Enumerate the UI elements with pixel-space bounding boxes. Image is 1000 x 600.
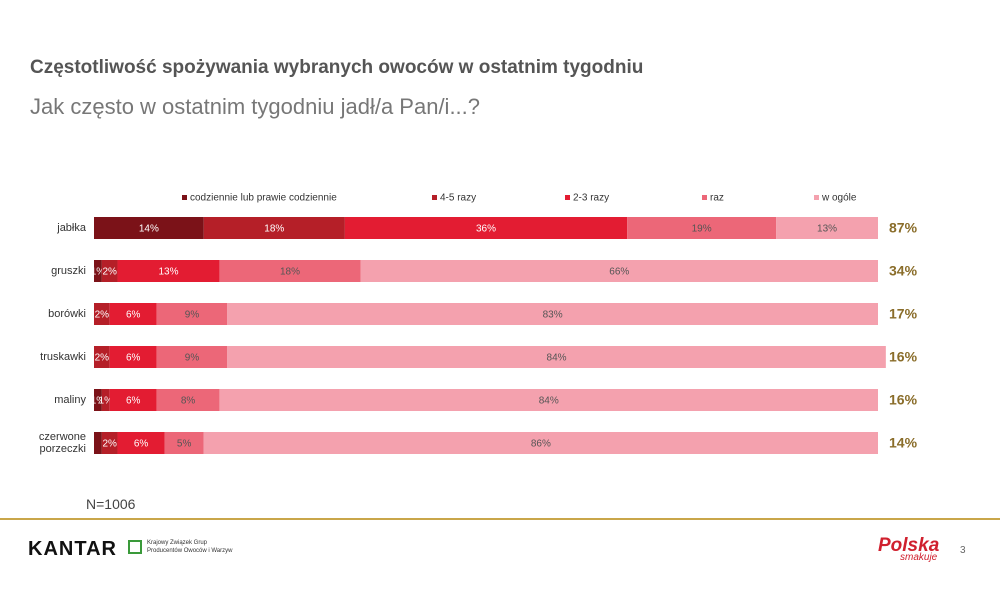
brand: KANTAR (28, 538, 117, 560)
partner-icon (128, 540, 142, 554)
data-label: 86% (531, 439, 551, 450)
total-label: 17% (889, 306, 918, 322)
bar-segment (94, 217, 204, 239)
legend-label: raz (710, 193, 724, 204)
data-label: 9% (185, 353, 200, 364)
bar-segment (156, 303, 228, 325)
category-label: jabłka (57, 222, 86, 234)
data-label: 6% (134, 439, 149, 450)
bar-segment (94, 389, 102, 411)
bar-segment (101, 389, 110, 411)
bar-segment (156, 346, 228, 368)
data-label: 84% (539, 396, 559, 407)
data-label: 8% (181, 396, 196, 407)
footer-rule (0, 518, 1000, 520)
bar-segment (94, 260, 102, 282)
data-label: 1% (91, 396, 106, 407)
bar-segment (117, 432, 165, 454)
bar-segment (203, 217, 345, 239)
legend-swatch (814, 195, 819, 200)
legend-label: 2-3 razy (573, 193, 609, 204)
data-label: 18% (280, 267, 300, 278)
data-label: 5% (177, 439, 192, 450)
bar-segment (109, 303, 157, 325)
total-label: 14% (889, 435, 918, 451)
bar-segment (94, 432, 102, 454)
data-label: 6% (126, 396, 141, 407)
bar-segment (94, 346, 110, 368)
data-label: 36% (476, 224, 496, 235)
bar-segment (627, 217, 777, 239)
bar-segment (94, 303, 110, 325)
data-label: 2% (102, 439, 117, 450)
data-label: 9% (185, 310, 200, 321)
bar-segment (360, 260, 878, 282)
legend-swatch (565, 195, 570, 200)
category-label: maliny (54, 394, 86, 406)
title: Częstotliwość spożywania wybranych owocó… (30, 57, 644, 78)
partner: Krajowy Związek Grup Producentów Owoców … (147, 540, 233, 554)
bar-segment (203, 432, 878, 454)
total-label: 16% (889, 349, 918, 365)
data-label: 83% (543, 310, 563, 321)
category-label: gruszki (51, 265, 86, 277)
bar-segment (227, 303, 878, 325)
bar-segment (101, 260, 118, 282)
data-label: 14% (139, 224, 159, 235)
legend-swatch (182, 195, 187, 200)
data-label: 2% (102, 267, 117, 278)
total-label: 16% (889, 392, 918, 408)
legend-label: 4-5 razy (440, 193, 476, 204)
data-label: 84% (547, 353, 567, 364)
data-label: 66% (609, 267, 629, 278)
bar-segment (227, 346, 886, 368)
data-label: 6% (126, 310, 141, 321)
page-number: 3 (960, 545, 966, 556)
bar-segment (117, 260, 220, 282)
sample-note: N=1006 (86, 496, 136, 512)
bar-segment (219, 389, 878, 411)
data-label: 13% (817, 224, 837, 235)
category-label: truskawki (40, 351, 86, 363)
data-label: 2% (95, 310, 110, 321)
bar-segment (109, 389, 157, 411)
bar-segment (156, 389, 220, 411)
logo-sub: smakuje (900, 552, 938, 563)
data-label: 18% (264, 224, 284, 235)
bar-segment (219, 260, 361, 282)
bar-segment (109, 346, 157, 368)
total-label: 34% (889, 263, 918, 279)
data-label: 1% (91, 267, 106, 278)
bar-segment (776, 217, 878, 239)
data-label: 13% (158, 267, 178, 278)
data-label: 19% (692, 224, 712, 235)
total-label: 87% (889, 220, 918, 236)
category-label: czerwone porzeczki (38, 431, 86, 455)
bar-segment (101, 432, 118, 454)
legend-label: w ogóle (821, 193, 857, 204)
data-label: 6% (126, 353, 141, 364)
bar-segment (164, 432, 204, 454)
legend-swatch (702, 195, 707, 200)
legend-swatch (432, 195, 437, 200)
legend-label: codziennie lub prawie codziennie (190, 193, 337, 204)
bar-segment (344, 217, 628, 239)
category-label: borówki (48, 308, 86, 320)
data-label: 2% (95, 353, 110, 364)
subtitle: Jak często w ostatnim tygodniu jadł/a Pa… (30, 94, 481, 119)
logo: Polska (878, 535, 940, 556)
data-label: 1% (99, 396, 114, 407)
